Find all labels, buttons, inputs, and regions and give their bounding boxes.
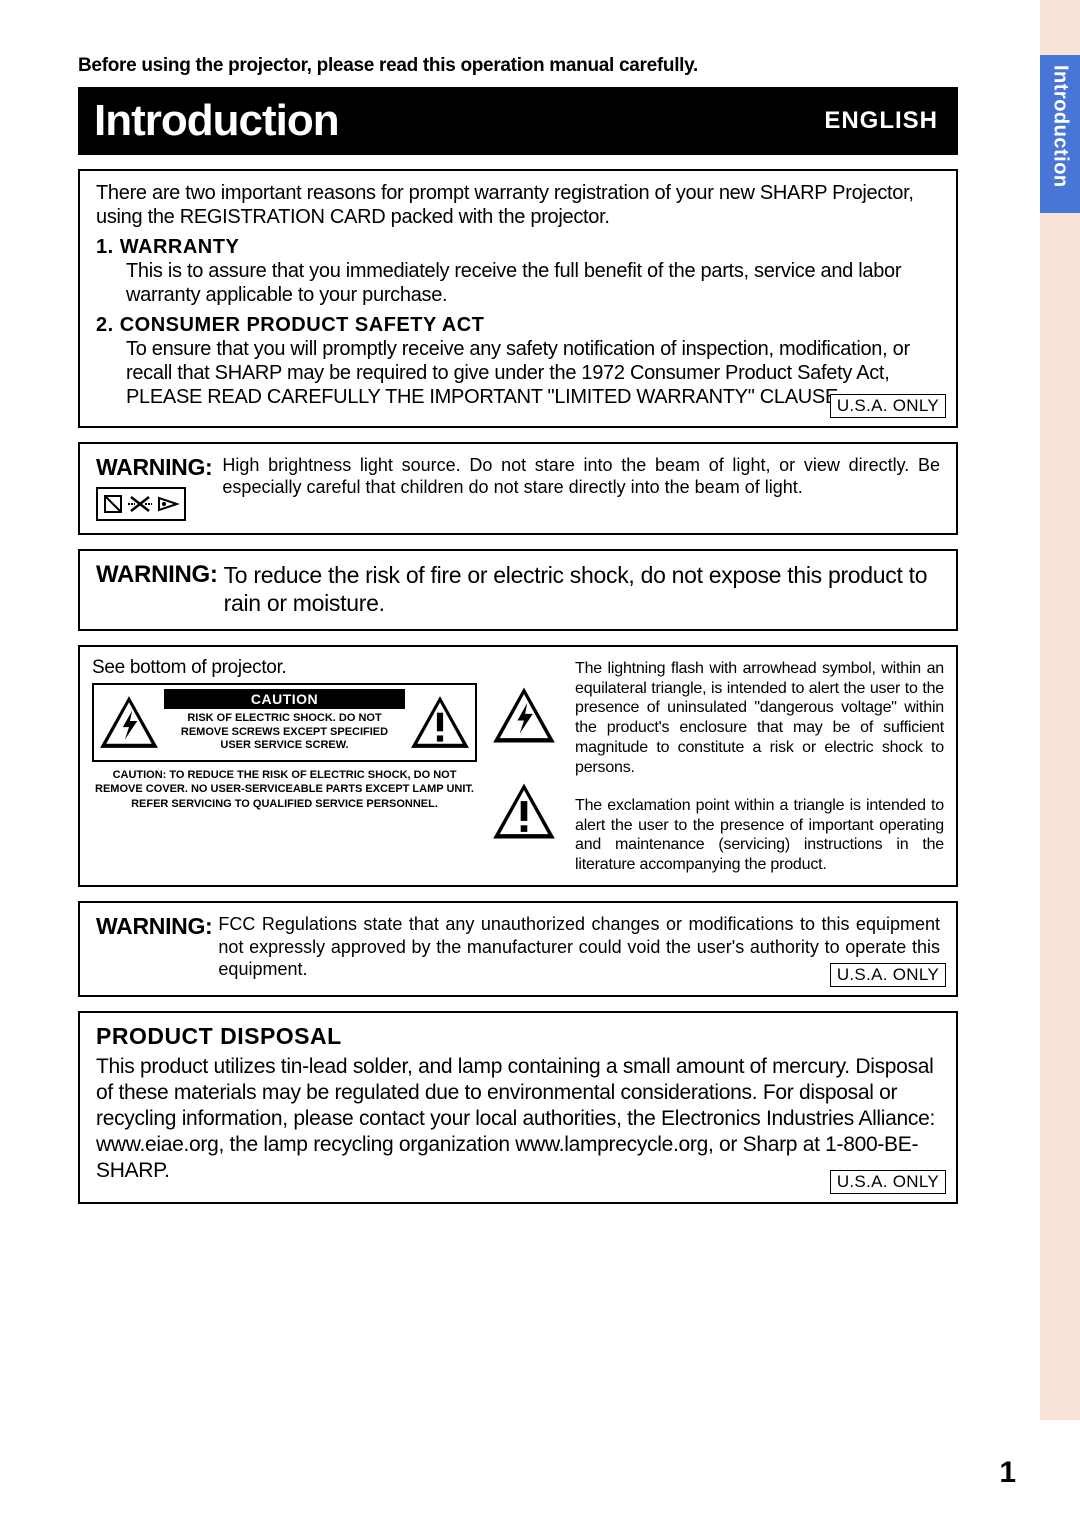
disposal-box: PRODUCT DISPOSAL This product utilizes t… xyxy=(78,1011,958,1204)
disposal-heading: PRODUCT DISPOSAL xyxy=(96,1023,940,1050)
safety-act-heading: 2. CONSUMER PRODUCT SAFETY ACT xyxy=(96,314,940,337)
caution-bottom-text: CAUTION: TO REDUCE THE RISK OF ELECTRIC … xyxy=(92,768,477,811)
language-label: ENGLISH xyxy=(824,107,938,135)
eye-safety-icon xyxy=(96,487,186,521)
exclamation-triangle-icon xyxy=(409,694,471,750)
usa-only-badge: U.S.A. ONLY xyxy=(830,963,946,987)
warning-moisture-text: To reduce the risk of fire or electric s… xyxy=(224,561,940,617)
warranty-body: This is to assure that you immediately r… xyxy=(96,259,940,308)
side-tab-background xyxy=(1040,0,1080,1420)
warning-light-box: WARNING: High brightness light source. D… xyxy=(78,442,958,535)
caution-plate: CAUTION RISK OF ELECTRIC SHOCK. DO NOT R… xyxy=(92,683,477,762)
registration-box: There are two important reasons for prom… xyxy=(78,169,958,428)
warning-label: WARNING: xyxy=(96,454,212,481)
lightning-triangle-icon xyxy=(98,694,160,750)
usa-only-badge: U.S.A. ONLY xyxy=(830,394,946,418)
exclamation-triangle-icon xyxy=(491,781,557,841)
lightning-triangle-icon xyxy=(491,685,557,745)
safety-act-body: To ensure that you will promptly receive… xyxy=(96,337,940,410)
usa-only-badge: U.S.A. ONLY xyxy=(830,1170,946,1194)
warning-fcc-box: WARNING: FCC Regulations state that any … xyxy=(78,901,958,997)
registration-intro: There are two important reasons for prom… xyxy=(96,181,940,230)
caution-box: See bottom of projector. CAUTION RISK OF… xyxy=(78,645,958,887)
page-number: 1 xyxy=(999,1456,1016,1490)
exclamation-description: The exclamation point within a triangle … xyxy=(575,796,944,875)
title-bar: Introduction ENGLISH xyxy=(78,87,958,155)
warranty-heading: 1. WARRANTY xyxy=(96,236,940,259)
warning-light-text: High brightness light source. Do not sta… xyxy=(222,454,940,499)
side-tab-introduction: Introduction xyxy=(1040,55,1080,213)
caution-risk-text: RISK OF ELECTRIC SHOCK. DO NOT REMOVE SC… xyxy=(164,709,405,756)
preface-text: Before using the projector, please read … xyxy=(78,55,958,77)
see-bottom-text: See bottom of projector. xyxy=(92,657,477,679)
warning-label: WARNING: xyxy=(96,913,212,940)
caution-header: CAUTION xyxy=(164,689,405,709)
warning-label: WARNING: xyxy=(96,561,218,589)
page-title: Introduction xyxy=(94,96,339,146)
lightning-description: The lightning flash with arrowhead symbo… xyxy=(575,659,944,778)
disposal-text: This product utilizes tin-lead solder, a… xyxy=(96,1054,940,1184)
warning-moisture-box: WARNING: To reduce the risk of fire or e… xyxy=(78,549,958,631)
